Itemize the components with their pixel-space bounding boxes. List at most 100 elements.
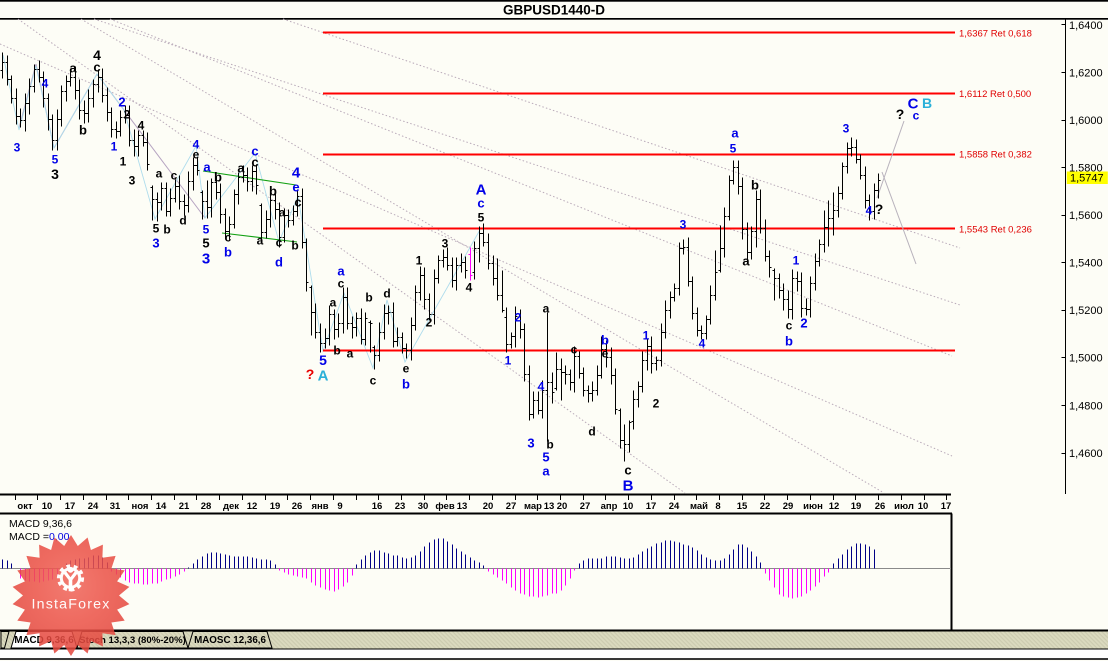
svg-text:5: 5: [203, 222, 210, 236]
svg-text:24: 24: [88, 501, 99, 512]
svg-text:30: 30: [418, 501, 429, 512]
svg-text:апр: апр: [601, 501, 618, 512]
svg-text:3: 3: [202, 250, 210, 267]
svg-text:2: 2: [653, 396, 660, 410]
svg-text:5: 5: [478, 210, 485, 224]
svg-text:B: B: [623, 477, 634, 494]
svg-text:e: e: [602, 346, 609, 360]
svg-text:1,5858 Ret 0,382: 1,5858 Ret 0,382: [959, 150, 1032, 161]
svg-text:1,6000: 1,6000: [1069, 115, 1103, 127]
svg-text:4: 4: [538, 379, 545, 393]
svg-text:c: c: [786, 318, 793, 332]
svg-text:1,4600: 1,4600: [1069, 448, 1103, 460]
svg-text:8: 8: [715, 501, 720, 512]
svg-text:1,5543 Ret 0,236: 1,5543 Ret 0,236: [959, 225, 1032, 236]
svg-text:10: 10: [918, 501, 929, 512]
svg-text:4: 4: [466, 280, 473, 294]
svg-text:4: 4: [93, 47, 101, 63]
svg-text:1: 1: [505, 353, 512, 367]
svg-text:C: C: [908, 95, 919, 112]
svg-text:1: 1: [416, 253, 423, 267]
svg-text:b: b: [291, 238, 298, 252]
svg-text:12: 12: [829, 501, 840, 512]
svg-text:14: 14: [156, 501, 167, 512]
svg-text:4: 4: [193, 137, 200, 151]
svg-text:23: 23: [395, 501, 406, 512]
svg-text:c: c: [251, 155, 258, 170]
svg-text:4: 4: [866, 203, 873, 217]
svg-text:c: c: [171, 168, 178, 182]
svg-text:10: 10: [623, 501, 634, 512]
svg-text:26: 26: [875, 501, 886, 512]
svg-text:5: 5: [730, 141, 737, 155]
svg-text:1,4800: 1,4800: [1069, 400, 1103, 412]
svg-text:июн: июн: [803, 501, 823, 512]
svg-text:1,5747: 1,5747: [1070, 173, 1104, 185]
svg-text:20: 20: [557, 501, 568, 512]
svg-text:a: a: [347, 346, 354, 360]
svg-text:19: 19: [270, 501, 281, 512]
svg-text:b: b: [546, 437, 553, 451]
svg-text:17: 17: [65, 501, 76, 512]
svg-text:июл: июл: [894, 501, 914, 512]
svg-text:b: b: [601, 333, 609, 348]
svg-text:1,6367 Ret 0,618: 1,6367 Ret 0,618: [959, 29, 1032, 40]
svg-text:c: c: [624, 463, 631, 478]
svg-text:a: a: [156, 166, 163, 180]
svg-text:29: 29: [783, 501, 794, 512]
svg-text:a: a: [69, 61, 77, 76]
svg-text:13: 13: [457, 501, 468, 512]
svg-text:5: 5: [153, 221, 160, 235]
svg-text:b: b: [751, 178, 759, 193]
svg-text:17: 17: [646, 501, 657, 512]
svg-text:2: 2: [118, 95, 125, 110]
svg-text:c: c: [276, 235, 283, 249]
svg-text:b: b: [365, 290, 372, 304]
svg-text:1,5600: 1,5600: [1069, 210, 1103, 222]
svg-text:b: b: [402, 377, 410, 392]
svg-text:a: a: [742, 254, 750, 269]
svg-text:a: a: [257, 233, 264, 247]
svg-text:3: 3: [680, 217, 687, 231]
svg-text:a: a: [237, 161, 245, 176]
svg-text:c: c: [338, 276, 345, 290]
svg-text:?: ?: [896, 106, 905, 122]
svg-text:1: 1: [793, 253, 800, 267]
svg-text:20: 20: [483, 501, 494, 512]
svg-text:3: 3: [129, 173, 136, 187]
svg-text:3: 3: [843, 121, 850, 135]
svg-text:4: 4: [42, 76, 49, 90]
svg-text:c: c: [93, 60, 100, 75]
svg-text:3: 3: [442, 236, 449, 250]
svg-text:янв: янв: [311, 501, 328, 512]
svg-text:22: 22: [760, 501, 771, 512]
svg-text:5: 5: [542, 450, 549, 465]
svg-text:b: b: [79, 123, 87, 138]
svg-text:1,5000: 1,5000: [1069, 353, 1103, 365]
svg-text:фев: фев: [435, 501, 454, 512]
svg-text:4: 4: [292, 164, 301, 181]
svg-text:2: 2: [124, 107, 131, 121]
svg-text:d: d: [179, 213, 186, 227]
svg-text:B: B: [922, 95, 932, 111]
svg-text:5: 5: [319, 352, 327, 368]
svg-text:мар: мар: [524, 501, 542, 512]
svg-text:a: a: [543, 301, 550, 315]
svg-text:b: b: [785, 334, 793, 349]
svg-text:2: 2: [800, 316, 807, 331]
svg-text:1,6400: 1,6400: [1069, 20, 1103, 32]
svg-text:9: 9: [337, 501, 342, 512]
svg-text:a: a: [279, 205, 286, 219]
svg-text:31: 31: [110, 501, 121, 512]
svg-text:1,5400: 1,5400: [1069, 258, 1103, 270]
svg-text:2: 2: [426, 315, 433, 329]
svg-text:c: c: [225, 230, 232, 244]
svg-text:b: b: [333, 343, 340, 357]
svg-text:b: b: [269, 184, 277, 199]
svg-text:a: a: [203, 160, 211, 175]
svg-text:27: 27: [506, 501, 517, 512]
svg-text:b: b: [163, 222, 170, 236]
svg-text:Stoch 13,3,3 (80%-20%): Stoch 13,3,3 (80%-20%): [79, 635, 186, 646]
svg-text:?: ?: [875, 201, 884, 217]
svg-text:InstaForex: InstaForex: [31, 597, 110, 613]
